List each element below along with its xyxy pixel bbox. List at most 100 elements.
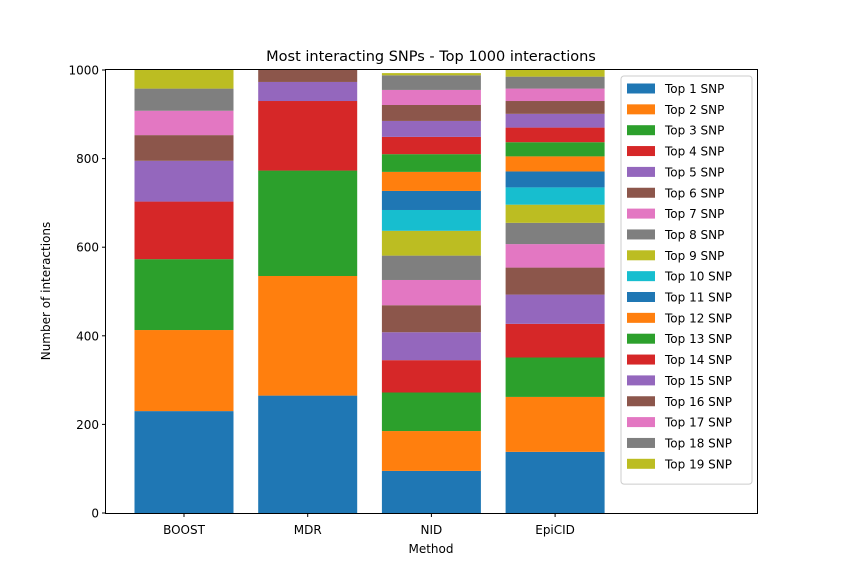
y-tick-label: 0 xyxy=(91,507,99,521)
bar-segment-epicid-top-10-snp xyxy=(505,187,605,205)
bar-segment-epicid-top-16-snp xyxy=(505,101,605,114)
legend-label: Top 4 SNP xyxy=(664,145,724,159)
bar-segment-mdr-top-4-snp xyxy=(258,101,358,171)
legend-label: Top 7 SNP xyxy=(664,207,724,221)
legend-swatch xyxy=(627,333,655,344)
bar-segment-nid-top-12-snp xyxy=(381,171,481,191)
bar-segment-nid-top-14-snp xyxy=(381,136,481,155)
legend-swatch xyxy=(627,396,655,407)
legend-swatch xyxy=(627,229,655,240)
bar-segment-mdr-top-1-snp xyxy=(258,395,358,513)
legend-swatch xyxy=(627,437,655,448)
bar-segment-nid-top-7-snp xyxy=(381,279,481,306)
legend-swatch xyxy=(627,271,655,282)
bar-segment-boost-top-1-snp xyxy=(134,411,234,513)
bar-segment-boost-top-6-snp xyxy=(134,135,234,161)
y-tick-label: 400 xyxy=(76,329,99,343)
legend-swatch xyxy=(627,166,655,177)
bar-segment-boost-top-2-snp xyxy=(134,330,234,412)
bar-segment-boost-top-9-snp xyxy=(134,70,234,89)
x-tick-label-boost: BOOST xyxy=(163,523,206,537)
bar-segment-epicid-top-19-snp xyxy=(505,70,605,77)
bar-segment-nid-top-16-snp xyxy=(381,104,481,121)
bar-segment-mdr-top-3-snp xyxy=(258,170,358,276)
legend: Top 1 SNP Top 2 SNP Top 3 SNP Top 4 SNP Top … xyxy=(620,75,753,485)
legend-label: Top 12 SNP xyxy=(664,311,732,325)
y-tick-label: 200 xyxy=(76,418,99,432)
x-tick-label-mdr: MDR xyxy=(294,523,322,537)
bar-segment-mdr-top-2-snp xyxy=(258,275,358,396)
bar-segment-nid-top-3-snp xyxy=(381,392,481,432)
legend-swatch xyxy=(627,125,655,136)
legend-swatch xyxy=(627,375,655,386)
legend-swatch xyxy=(627,250,655,261)
bar-segment-epicid-top-12-snp xyxy=(505,156,605,172)
bar-segment-nid-top-11-snp xyxy=(381,190,481,210)
bar-segment-epicid-top-17-snp xyxy=(505,88,605,102)
bar-segment-boost-top-3-snp xyxy=(134,259,234,331)
legend-label: Top 19 SNP xyxy=(664,457,732,471)
bar-segment-epicid-top-8-snp xyxy=(505,222,605,245)
y-tick-label: 1000 xyxy=(68,64,99,78)
legend-label: Top 16 SNP xyxy=(664,395,732,409)
legend-swatch xyxy=(627,208,655,219)
bar-segment-epicid-top-11-snp xyxy=(505,171,605,188)
bar-segment-epicid-top-9-snp xyxy=(505,204,605,223)
legend-label: Top 5 SNP xyxy=(664,165,724,179)
bar-segment-nid-top-2-snp xyxy=(381,431,481,471)
legend-label: Top 2 SNP xyxy=(664,103,724,117)
x-tick-label-nid: NID xyxy=(421,523,443,537)
legend-label: Top 11 SNP xyxy=(664,291,732,305)
bar-segment-nid-top-17-snp xyxy=(381,89,481,105)
bar-segment-epicid-top-7-snp xyxy=(505,244,605,268)
bar-segment-nid-top-9-snp xyxy=(381,230,481,256)
x-axis-title: Method xyxy=(408,542,453,556)
legend-label: Top 8 SNP xyxy=(664,228,724,242)
bar-stacks xyxy=(134,70,605,513)
bar-segment-nid-top-18-snp xyxy=(381,75,481,90)
bar-segment-epicid-top-15-snp xyxy=(505,113,605,128)
legend-swatch xyxy=(627,292,655,302)
bar-segment-epicid-top-5-snp xyxy=(505,294,605,324)
bar-segment-boost-top-5-snp xyxy=(134,160,234,202)
legend-label: Top 18 SNP xyxy=(664,436,732,450)
legend-swatch xyxy=(627,354,655,365)
legend-label: Top 1 SNP xyxy=(664,82,724,96)
legend-swatch xyxy=(627,187,655,198)
legend-label: Top 3 SNP xyxy=(664,124,724,138)
legend-label: Top 15 SNP xyxy=(664,374,732,388)
plot-frame xyxy=(105,69,758,514)
bar-segment-nid-top-1-snp xyxy=(381,470,481,513)
y-axis: 0 200 400 600 800 1000 xyxy=(68,64,106,521)
x-axis: BOOST MDR NID EpiCID xyxy=(163,513,575,537)
legend-swatch xyxy=(627,417,655,428)
bar-segment-epicid-top-18-snp xyxy=(505,76,605,89)
legend-swatch xyxy=(627,146,655,157)
legend-swatch xyxy=(627,458,655,469)
bar-segment-nid-top-15-snp xyxy=(381,120,481,137)
bar-segment-epicid-top-6-snp xyxy=(505,267,605,295)
bar-segment-nid-top-10-snp xyxy=(381,209,481,231)
bar-segment-nid-top-4-snp xyxy=(381,360,481,393)
bar-segment-nid-top-6-snp xyxy=(381,305,481,333)
bar-segment-boost-top-8-snp xyxy=(134,88,234,111)
legend-label: Top 6 SNP xyxy=(664,186,724,200)
y-axis-title: Number of interactions xyxy=(39,222,53,361)
legend-swatch xyxy=(627,83,655,94)
bar-segment-mdr-top-5-snp xyxy=(258,81,358,102)
legend-swatch xyxy=(627,312,655,323)
legend-label: Top 17 SNP xyxy=(664,416,732,430)
bar-segment-epicid-top-14-snp xyxy=(505,127,605,143)
bar-segment-boost-top-7-snp xyxy=(134,110,234,136)
bar-segment-boost-top-4-snp xyxy=(134,201,234,260)
bar-segment-mdr-top-6-snp xyxy=(258,70,358,82)
bar-segment-epicid-top-3-snp xyxy=(505,357,605,397)
x-tick-label-epicid: EpiCID xyxy=(535,523,575,537)
y-tick-label: 600 xyxy=(76,241,99,255)
legend-label: Top 14 SNP xyxy=(664,353,732,367)
y-tick-label: 800 xyxy=(76,152,99,166)
bar-segment-nid-top-5-snp xyxy=(381,332,481,361)
bar-segment-epicid-top-2-snp xyxy=(505,396,605,452)
legend-label: Top 13 SNP xyxy=(664,332,732,346)
